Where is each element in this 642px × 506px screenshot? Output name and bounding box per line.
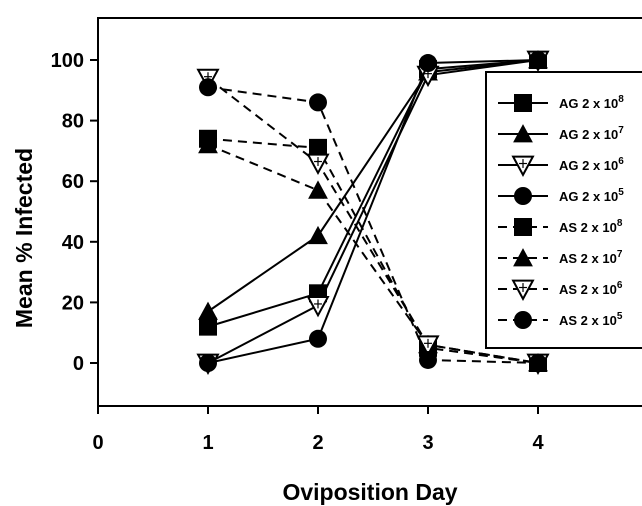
series-line — [207, 59, 539, 313]
data-point — [309, 93, 327, 112]
series-line — [207, 59, 539, 364]
y-tick-label: 40 — [62, 232, 84, 254]
axes: 0 20 40 60 80 100 0 1 2 3 4 — [51, 17, 642, 454]
data-point — [309, 329, 327, 348]
legend: AG 2 x 108 AG 2 x 107 AG 2 x 106 AG 2 x 105… — [485, 71, 642, 349]
x-axis-title: Oviposition Day — [282, 479, 457, 505]
legend-marker — [511, 279, 535, 302]
data-point — [308, 180, 328, 199]
series-line — [207, 77, 539, 364]
legend-label: AG 2 x 108 — [559, 94, 624, 111]
series-4 — [199, 51, 547, 372]
x-tick-label: 4 — [532, 432, 544, 454]
data-point — [308, 225, 328, 245]
data-point — [529, 354, 547, 372]
legend-label: AG 2 x 106 — [559, 156, 624, 173]
legend-label: AG 2 x 107 — [559, 125, 624, 142]
data-point — [419, 350, 437, 369]
legend-marker — [514, 218, 532, 236]
x-tick-label: 2 — [312, 432, 323, 454]
legend-marker — [514, 94, 532, 112]
data-point — [529, 51, 547, 69]
data-point — [199, 78, 217, 97]
x-tick-label: 3 — [422, 432, 433, 454]
data-point — [199, 354, 217, 372]
data-point — [198, 134, 218, 154]
legend-label: AS 2 x 108 — [559, 218, 623, 235]
y-tick-label: 0 — [73, 353, 84, 375]
series-line — [207, 59, 539, 328]
data-point — [419, 54, 437, 73]
legend-label: AS 2 x 107 — [559, 249, 623, 266]
series-7 — [196, 68, 550, 376]
legend-box — [485, 71, 642, 349]
legend-label: AG 2 x 105 — [559, 187, 624, 204]
data-point — [309, 138, 327, 157]
legend-marker — [514, 187, 532, 205]
series-layer — [196, 50, 550, 376]
y-tick-label: 20 — [62, 292, 84, 314]
data-point — [306, 153, 330, 176]
data-point — [306, 296, 330, 318]
legend-marker — [514, 311, 532, 329]
y-axis-title: Mean % Infected — [11, 148, 37, 328]
legend-marker — [513, 248, 533, 267]
data-point — [198, 301, 218, 320]
legend-label: AS 2 x 105 — [559, 311, 623, 328]
legend-marker — [513, 124, 533, 143]
y-tick-label: 60 — [62, 171, 84, 193]
series-line — [207, 59, 539, 364]
plot-frame — [97, 17, 642, 407]
x-tick-label: 1 — [202, 432, 213, 454]
data-point — [199, 317, 217, 336]
y-tick-label: 100 — [51, 50, 84, 72]
y-tick-label: 80 — [62, 111, 84, 133]
data-point — [416, 335, 440, 357]
series-line — [207, 137, 539, 364]
legend-label: AS 2 x 106 — [559, 280, 623, 297]
x-tick-label: 0 — [92, 432, 103, 454]
legend-marker — [511, 155, 535, 178]
series-8 — [199, 78, 547, 372]
